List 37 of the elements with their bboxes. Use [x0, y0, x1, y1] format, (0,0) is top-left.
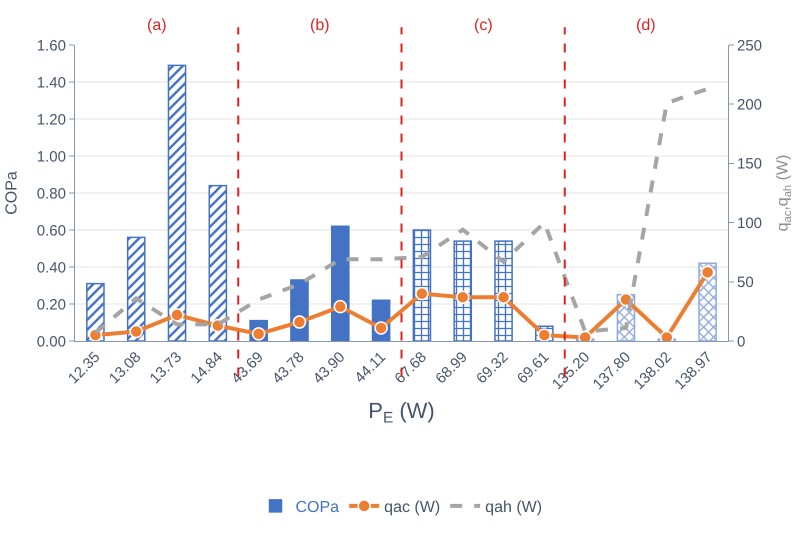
y2-tick-label: 250	[737, 37, 762, 54]
y-tick-label: 1.20	[36, 111, 66, 128]
bar	[208, 184, 228, 341]
point	[334, 300, 348, 314]
legend-label: qac (W)	[384, 499, 440, 516]
y2-tick-label: 0	[737, 333, 746, 350]
text: (c)	[474, 17, 493, 34]
point	[456, 290, 470, 304]
point	[496, 290, 510, 304]
y-tick-label: 0.40	[36, 259, 66, 276]
text: (a)	[147, 17, 167, 34]
bar	[453, 240, 472, 341]
y-axis-title: COPa	[4, 171, 21, 215]
y-tick-label: 1.40	[36, 74, 66, 92]
bar	[330, 226, 350, 341]
point	[374, 321, 388, 335]
legend-label: qah (W)	[485, 499, 542, 516]
bar	[168, 64, 186, 341]
y2-tick-label: 150	[737, 156, 762, 173]
point	[170, 308, 184, 322]
legend-label: COPa	[296, 499, 340, 516]
point	[129, 324, 143, 338]
y-tick-label: 0.20	[36, 296, 66, 314]
y2-tick-label: 200	[737, 96, 762, 114]
y-tick-label: 0.60	[36, 222, 66, 240]
x-axis-title: P$_{E}$ (W)	[368, 398, 435, 427]
point	[292, 315, 306, 329]
y2-tick-label: 100	[737, 214, 762, 232]
y-tick-label: 0.80	[36, 185, 66, 202]
y-tick-label: 0.00	[36, 333, 66, 350]
text: (b)	[310, 17, 330, 34]
point	[415, 286, 429, 300]
y-tick-label: 1.00	[36, 148, 66, 166]
y2-tick-label: 50	[737, 274, 754, 292]
y-tick-label: 1.60	[36, 37, 66, 54]
text: (d)	[636, 17, 656, 34]
point	[700, 266, 714, 280]
